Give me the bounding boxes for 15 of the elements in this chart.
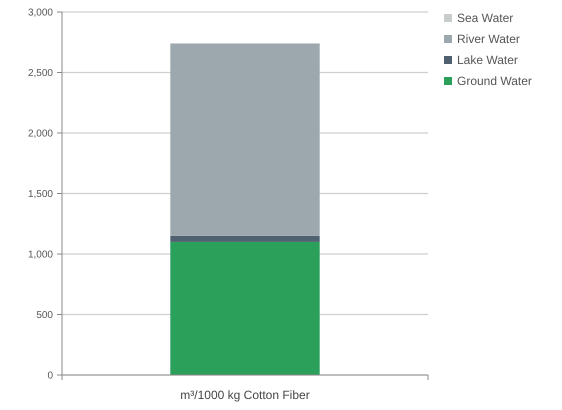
y-tick-label: 3,000 [28,8,54,18]
y-tick-label: 2,500 [28,68,54,79]
legend-label: River Water [457,32,520,46]
y-tick-label: 500 [36,310,54,321]
y-tick-label: 1,000 [28,250,54,260]
y-tick-label: 0 [47,370,54,382]
bar [170,43,320,236]
legend-label: Lake Water [457,53,518,68]
legend-label: Ground Water [457,74,532,88]
y-tick-label: 1,500 [28,189,54,200]
legend-label: Sea Water [457,11,514,26]
x-tick-label: m³/1000 kg Cotton Fiber [180,388,310,402]
bar [170,242,320,375]
bar [170,236,320,242]
y-tick-label: 2,000 [28,128,54,140]
